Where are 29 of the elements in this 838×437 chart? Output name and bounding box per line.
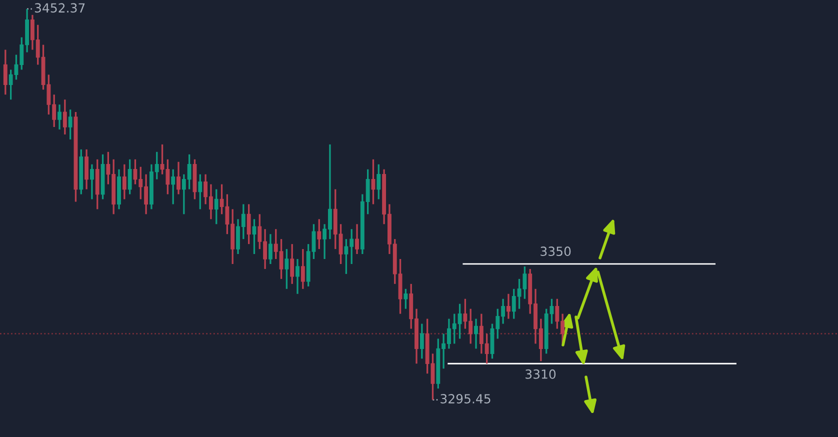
candlestick <box>84 148 89 190</box>
ref-line-label: 3350 <box>540 246 571 256</box>
candlestick <box>404 288 408 310</box>
candlestick <box>284 248 289 290</box>
candlestick <box>122 164 126 200</box>
annotation: 3452.37 <box>34 3 85 13</box>
candlestick <box>355 223 359 255</box>
annotation: 3295.45 <box>440 394 490 404</box>
candlestick <box>420 322 424 360</box>
candlestick <box>300 248 305 290</box>
candlestick <box>474 318 478 350</box>
candlestick <box>317 218 322 250</box>
candlestick <box>176 161 180 196</box>
candlestick <box>376 164 381 200</box>
candlestick <box>214 188 218 225</box>
candlestick <box>90 164 94 200</box>
ref-line-label: 3310 <box>526 369 556 379</box>
candlestick <box>290 243 294 285</box>
candlestick <box>3 48 8 96</box>
candlestick <box>268 233 272 265</box>
candlestick <box>506 293 510 320</box>
candlestick <box>128 158 132 196</box>
candlestick <box>62 98 67 136</box>
candlestick <box>246 203 251 245</box>
candlestick <box>296 258 300 295</box>
candlestick <box>58 104 62 130</box>
candlestick <box>198 173 202 210</box>
candlestick <box>171 168 176 206</box>
candlestick <box>68 108 72 140</box>
